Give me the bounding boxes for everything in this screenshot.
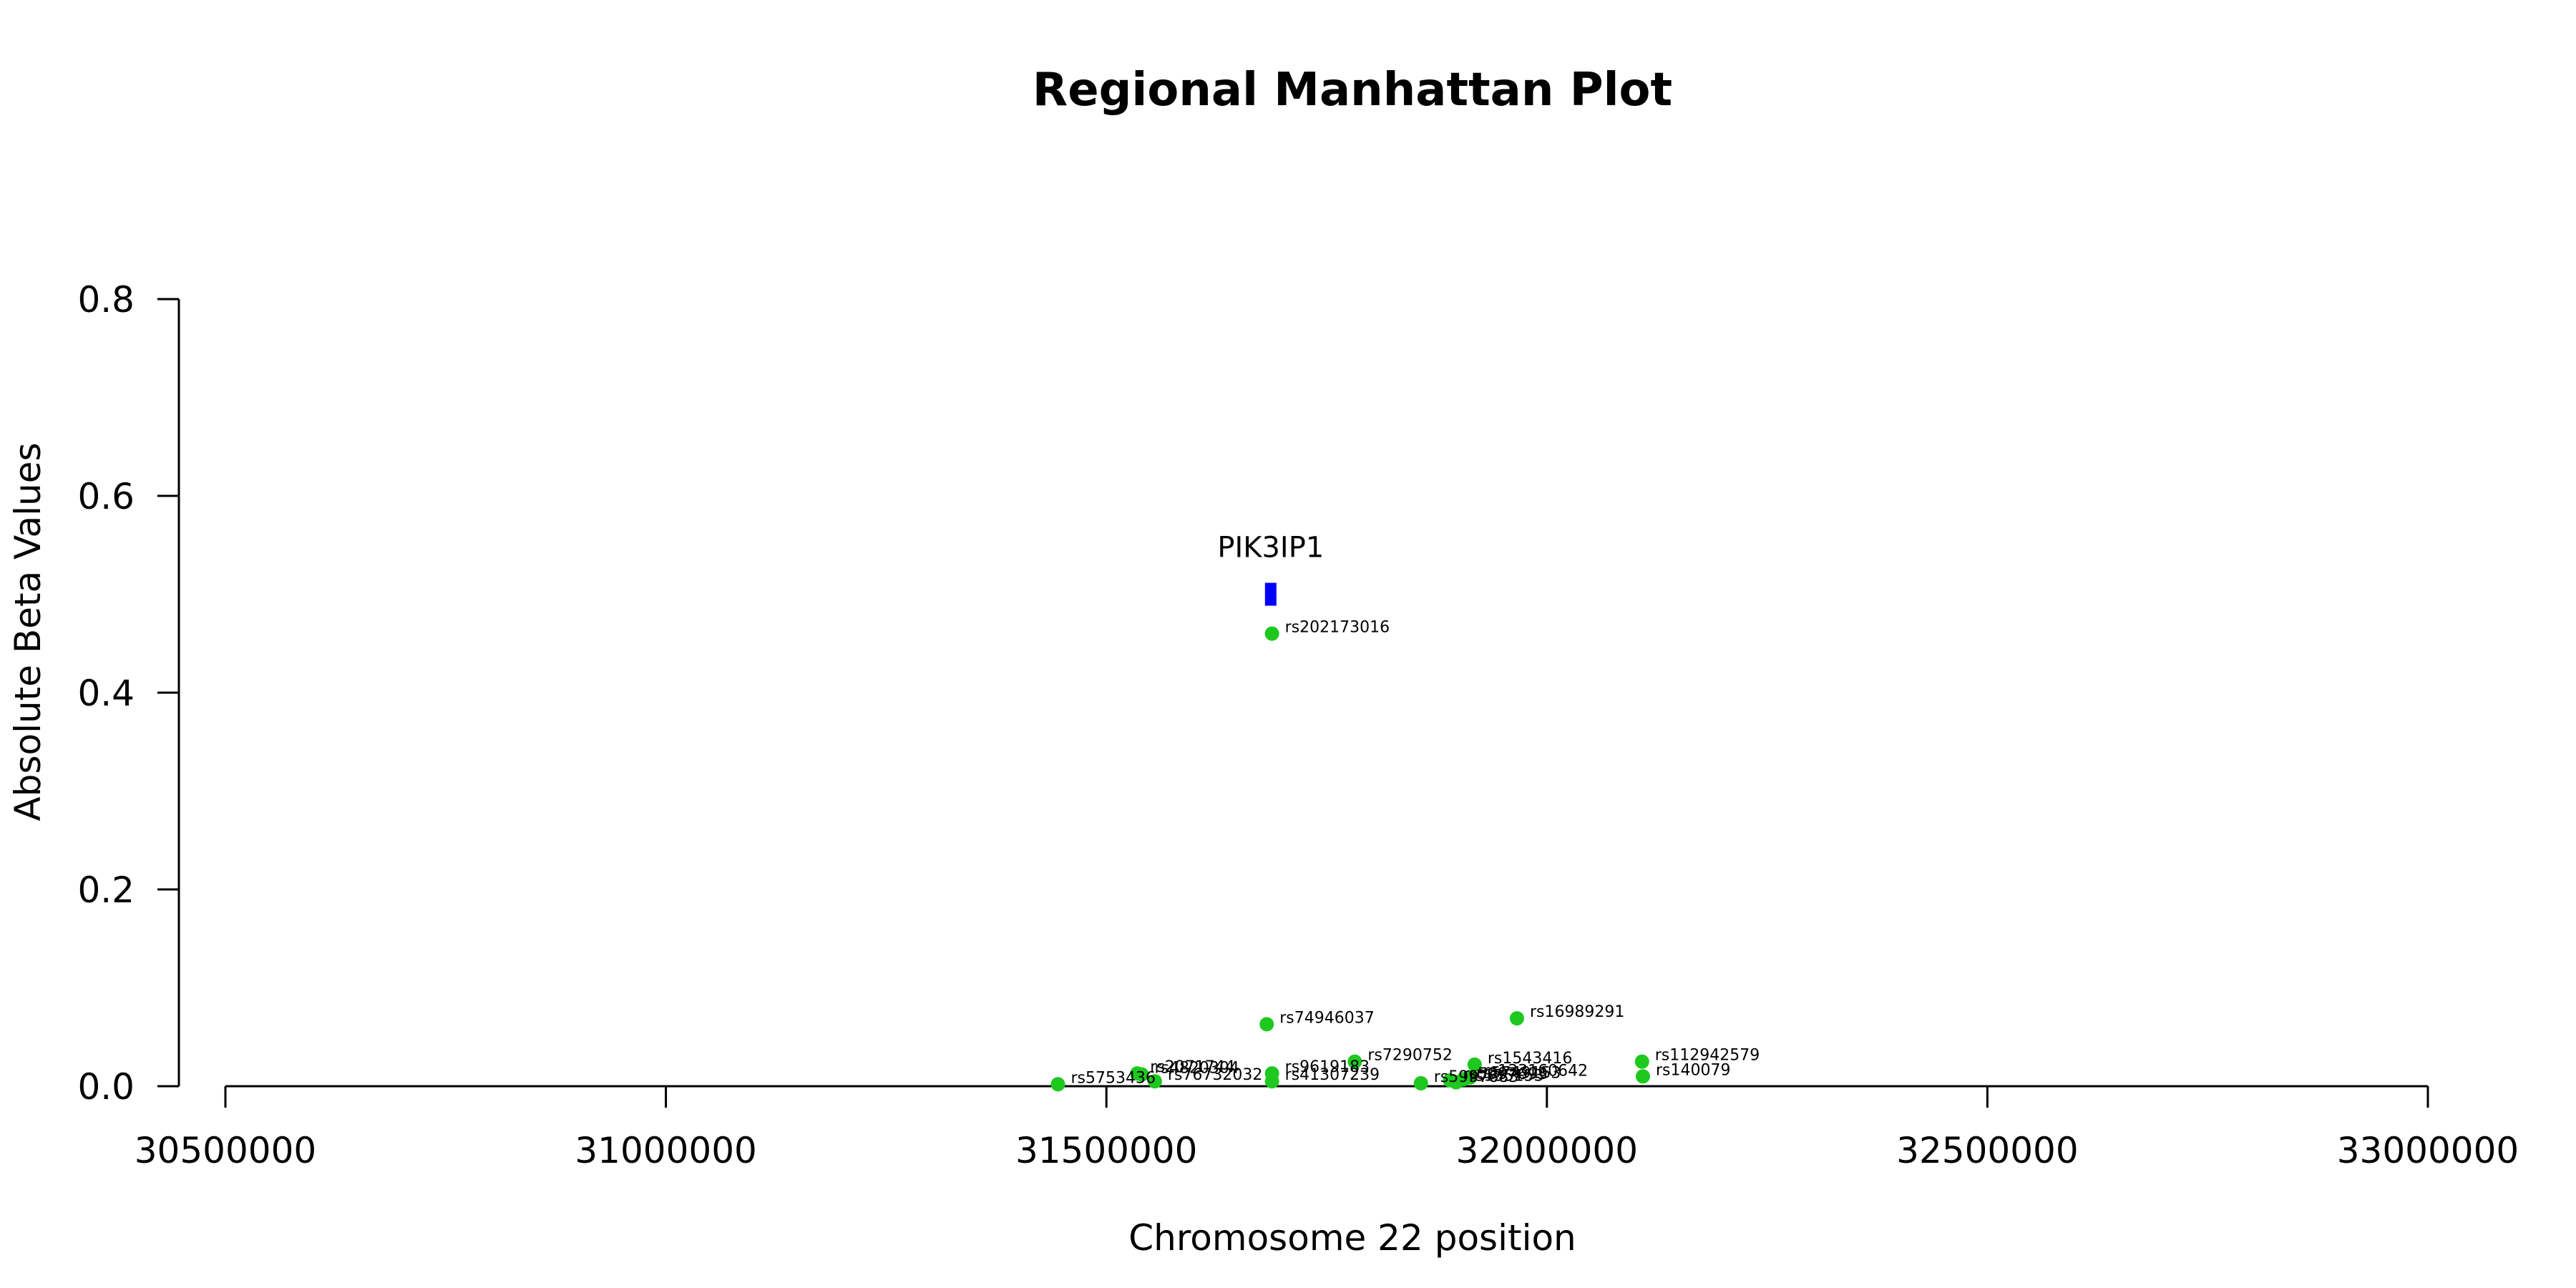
snp-label: rs2071744 bbox=[1150, 1058, 1235, 1076]
snp-point bbox=[1634, 1054, 1649, 1069]
snp-label: rs202173016 bbox=[1285, 619, 1390, 637]
snp-label: rs140079 bbox=[1656, 1061, 1731, 1079]
snp-point bbox=[1134, 1067, 1149, 1082]
x-tick-label: 30500000 bbox=[135, 1130, 317, 1171]
y-tick-label: 0.4 bbox=[77, 673, 135, 714]
snp-label: rs7290752 bbox=[1367, 1047, 1453, 1065]
snp-label: rs5997683 bbox=[1434, 1068, 1518, 1086]
y-tick-label: 0.2 bbox=[77, 869, 135, 911]
gene-marker bbox=[1264, 582, 1277, 606]
snp-label: rs135153 bbox=[1469, 1068, 1544, 1085]
snp-label: rs5749153 bbox=[1476, 1064, 1561, 1082]
labels-layer: rs202173016 rs74946037 rs16989291 rs1129425… bbox=[1070, 619, 1760, 1088]
snp-label: rs4820304 bbox=[1154, 1060, 1239, 1078]
y-tick-label: 0.8 bbox=[77, 279, 135, 321]
snp-point bbox=[1413, 1075, 1428, 1091]
snp-point bbox=[1264, 1074, 1279, 1089]
snp-label: rs41307239 bbox=[1285, 1066, 1380, 1084]
x-axis-title: Chromosome 22 position bbox=[1128, 1217, 1576, 1259]
gene-layer: PIK3IP1 bbox=[1217, 532, 1324, 606]
snp-label: rs74946037 bbox=[1279, 1009, 1374, 1027]
x-axis: 30500000 31000000 31500000 32000000 32500000… bbox=[135, 1085, 2519, 1171]
snp-point bbox=[1264, 626, 1279, 641]
snp-point bbox=[1509, 1011, 1524, 1026]
snp-label: rs5997693 bbox=[1463, 1065, 1548, 1083]
snp-label: rs112942579 bbox=[1655, 1047, 1760, 1065]
points-layer bbox=[1050, 626, 1651, 1092]
snp-point bbox=[1050, 1077, 1065, 1092]
snp-label: rs16989291 bbox=[1530, 1003, 1624, 1021]
snp-point bbox=[1636, 1069, 1651, 1084]
y-tick-label: 0.6 bbox=[77, 476, 135, 517]
x-tick-label: 31000000 bbox=[575, 1130, 757, 1171]
y-tick-label: 0.0 bbox=[77, 1066, 135, 1108]
y-axis-title: Absolute Beta Values bbox=[7, 443, 49, 821]
snp-label: rs1543416 bbox=[1488, 1050, 1573, 1068]
snp-label: rs5753436 bbox=[1070, 1069, 1156, 1087]
snp-point bbox=[1147, 1074, 1162, 1089]
x-tick-label: 33000000 bbox=[2337, 1130, 2519, 1171]
x-tick-label: 31500000 bbox=[1015, 1130, 1198, 1171]
snp-label: rs133160642 bbox=[1483, 1063, 1588, 1080]
snp-label: rs9619183 bbox=[1285, 1058, 1370, 1076]
snp-point bbox=[1259, 1017, 1274, 1032]
snp-label: rs76732032 bbox=[1168, 1066, 1262, 1084]
snp-point bbox=[1347, 1054, 1362, 1069]
gene-label: PIK3IP1 bbox=[1217, 532, 1324, 565]
x-tick-label: 32500000 bbox=[1896, 1130, 2079, 1171]
snp-point bbox=[1463, 1070, 1478, 1085]
chart-title: Regional Manhattan Plot bbox=[1033, 64, 1672, 117]
y-axis: 0.0 0.2 0.4 0.6 0.8 bbox=[77, 279, 180, 1108]
x-tick-label: 32000000 bbox=[1456, 1130, 1639, 1171]
snp-point bbox=[1467, 1057, 1482, 1072]
